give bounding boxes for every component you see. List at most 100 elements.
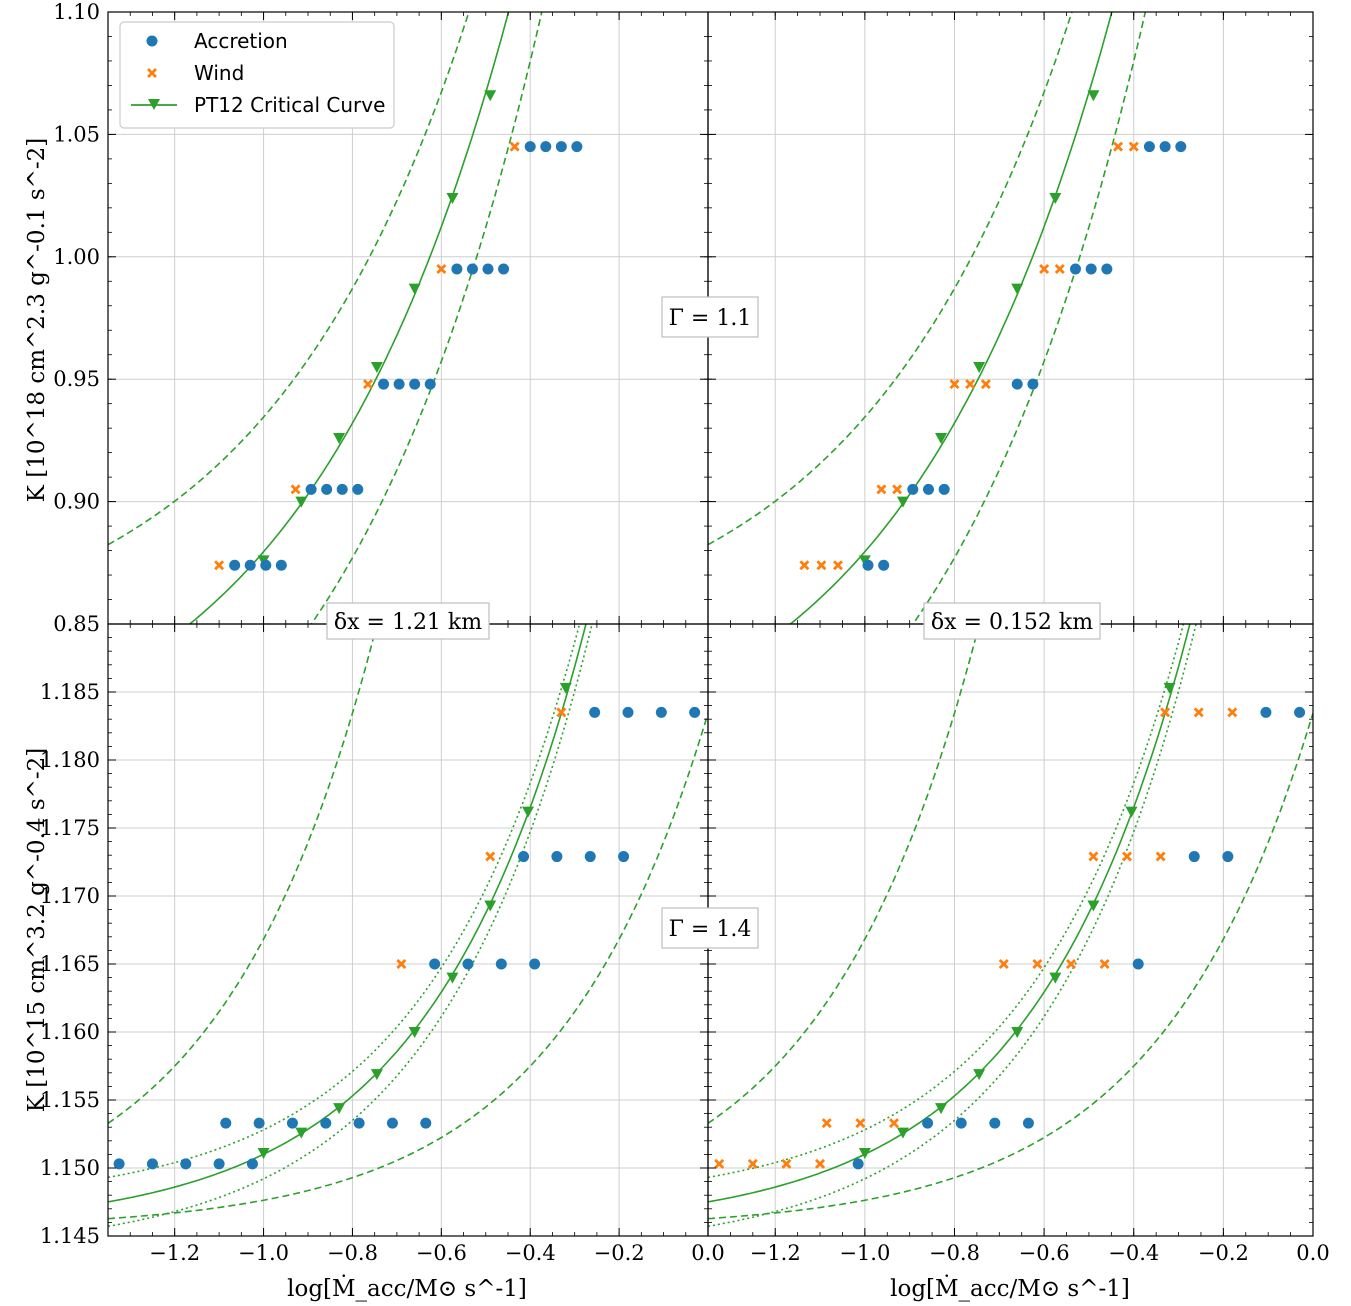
wind-point xyxy=(781,1158,792,1169)
wind-point xyxy=(1227,707,1238,718)
critical-band-upper xyxy=(708,12,1073,546)
resolution-label-right-box: δx = 0.152 km xyxy=(923,602,1101,640)
legend-accretion-label: Accretion xyxy=(194,29,288,53)
x-tick-label: −0.6 xyxy=(416,1241,467,1265)
accretion-point xyxy=(878,559,890,571)
critical-curve-marker xyxy=(408,283,421,295)
critical-curve-marker xyxy=(370,361,383,373)
x-tick-label: −1.0 xyxy=(238,1241,289,1265)
gamma-label-top-box: Γ = 1.1 xyxy=(661,296,759,338)
critical-curve-marker xyxy=(896,1127,909,1139)
wind-point xyxy=(965,379,976,390)
wind-point xyxy=(485,851,496,862)
x-tick-label: −0.4 xyxy=(1108,1241,1159,1265)
critical-curve-marker xyxy=(858,1148,871,1160)
wind-point xyxy=(876,484,887,495)
y-tick-label: 0.95 xyxy=(53,367,100,391)
accretion-point xyxy=(386,1117,398,1129)
wind-point xyxy=(556,707,567,718)
y-tick-label: 1.155 xyxy=(40,1088,100,1112)
accretion-point xyxy=(498,263,510,275)
accretion-point xyxy=(1011,378,1023,390)
accretion-point xyxy=(352,483,364,495)
critical-curve-marker xyxy=(559,682,572,694)
wind-point xyxy=(363,379,373,390)
critical-curve-marker xyxy=(1087,900,1100,912)
critical-curve-marker xyxy=(484,900,497,912)
wind-point xyxy=(1066,959,1076,969)
critical-curve-marker xyxy=(1163,682,1176,694)
accretion-point xyxy=(1132,958,1144,970)
wind-point xyxy=(436,264,447,275)
accretion-point xyxy=(689,706,701,718)
curve-layer xyxy=(108,12,1313,1228)
accretion-point xyxy=(321,483,333,495)
critical-curve-marker xyxy=(333,1103,346,1115)
accretion-point xyxy=(305,483,317,495)
critical-curve-marker xyxy=(408,1027,421,1038)
critical-curve-marker xyxy=(370,1069,383,1081)
curve-group-top-right xyxy=(708,12,1147,624)
critical-curve-marker xyxy=(896,496,909,508)
accretion-point xyxy=(551,851,563,863)
panel-frame-bottom-right xyxy=(707,623,1314,1237)
wind-point xyxy=(888,1118,899,1129)
critical-curve-marker xyxy=(973,1069,986,1081)
accretion-point xyxy=(1101,263,1113,275)
critical-band-lower xyxy=(310,12,543,624)
panel-frame-top-right xyxy=(707,11,1314,625)
panel-frame-bottom-left xyxy=(107,623,709,1237)
critical-curve-marker xyxy=(522,806,534,818)
critical-wide-upper xyxy=(108,624,378,1124)
wind-point xyxy=(1193,707,1204,718)
y-axis-label-bottom: K [10^15 cm^3.2 g^-0.4 s^-2] xyxy=(24,748,50,1113)
curve-group-bottom-left xyxy=(108,624,708,1228)
wind-point xyxy=(1155,851,1166,862)
critical-wide-lower xyxy=(108,712,708,1220)
x-axis-label-left: log[Ṁ_acc/M⊙ s^-1] xyxy=(287,1275,527,1302)
x-tick-label: 0.0 xyxy=(691,1241,724,1265)
x-tick-label: −1.2 xyxy=(149,1241,200,1265)
accretion-point xyxy=(852,1158,864,1170)
accretion-point xyxy=(589,706,601,718)
wind-point xyxy=(892,484,903,495)
critical-curve-line xyxy=(708,624,1191,1203)
accretion-point xyxy=(275,559,287,571)
y-tick-label: 1.175 xyxy=(40,816,100,840)
accretion-point xyxy=(518,851,530,863)
accretion-point xyxy=(378,378,390,390)
x-tick-label: 0.0 xyxy=(1296,1241,1329,1265)
curve-group-top-left xyxy=(108,12,543,624)
wind-point xyxy=(832,560,843,571)
accretion-point xyxy=(555,141,567,153)
wind-point xyxy=(290,484,301,495)
curve-group-bottom-right xyxy=(708,624,1313,1228)
accretion-point xyxy=(482,263,494,275)
accretion-point xyxy=(466,263,478,275)
wind-point xyxy=(816,560,827,571)
wind-point xyxy=(980,379,991,390)
wind-point xyxy=(1039,264,1050,275)
accretion-point xyxy=(244,559,256,571)
wind-point xyxy=(949,379,960,390)
gamma-label-bottom-box: Γ = 1.4 xyxy=(661,907,759,949)
accretion-point xyxy=(1143,141,1155,153)
accretion-point xyxy=(286,1117,298,1129)
accretion-point xyxy=(146,1158,158,1170)
y-tick-label: 1.05 xyxy=(53,122,100,146)
critical-wide-lower xyxy=(708,712,1313,1220)
accretion-point xyxy=(260,559,272,571)
critical-curve-marker xyxy=(446,193,459,205)
x-tick-label: −0.8 xyxy=(327,1241,378,1265)
accretion-point xyxy=(409,378,421,390)
critical-band-upper xyxy=(108,12,470,546)
critical-band-lower xyxy=(108,624,593,1228)
x-tick-label: −1.0 xyxy=(839,1241,890,1265)
legend-critical-marker xyxy=(148,99,160,110)
accretion-point xyxy=(253,1117,265,1129)
accretion-point xyxy=(393,378,405,390)
accretion-point xyxy=(1188,851,1200,863)
accretion-point xyxy=(451,263,463,275)
accretion-point xyxy=(180,1158,192,1170)
critical-curve-marker xyxy=(1049,193,1062,205)
